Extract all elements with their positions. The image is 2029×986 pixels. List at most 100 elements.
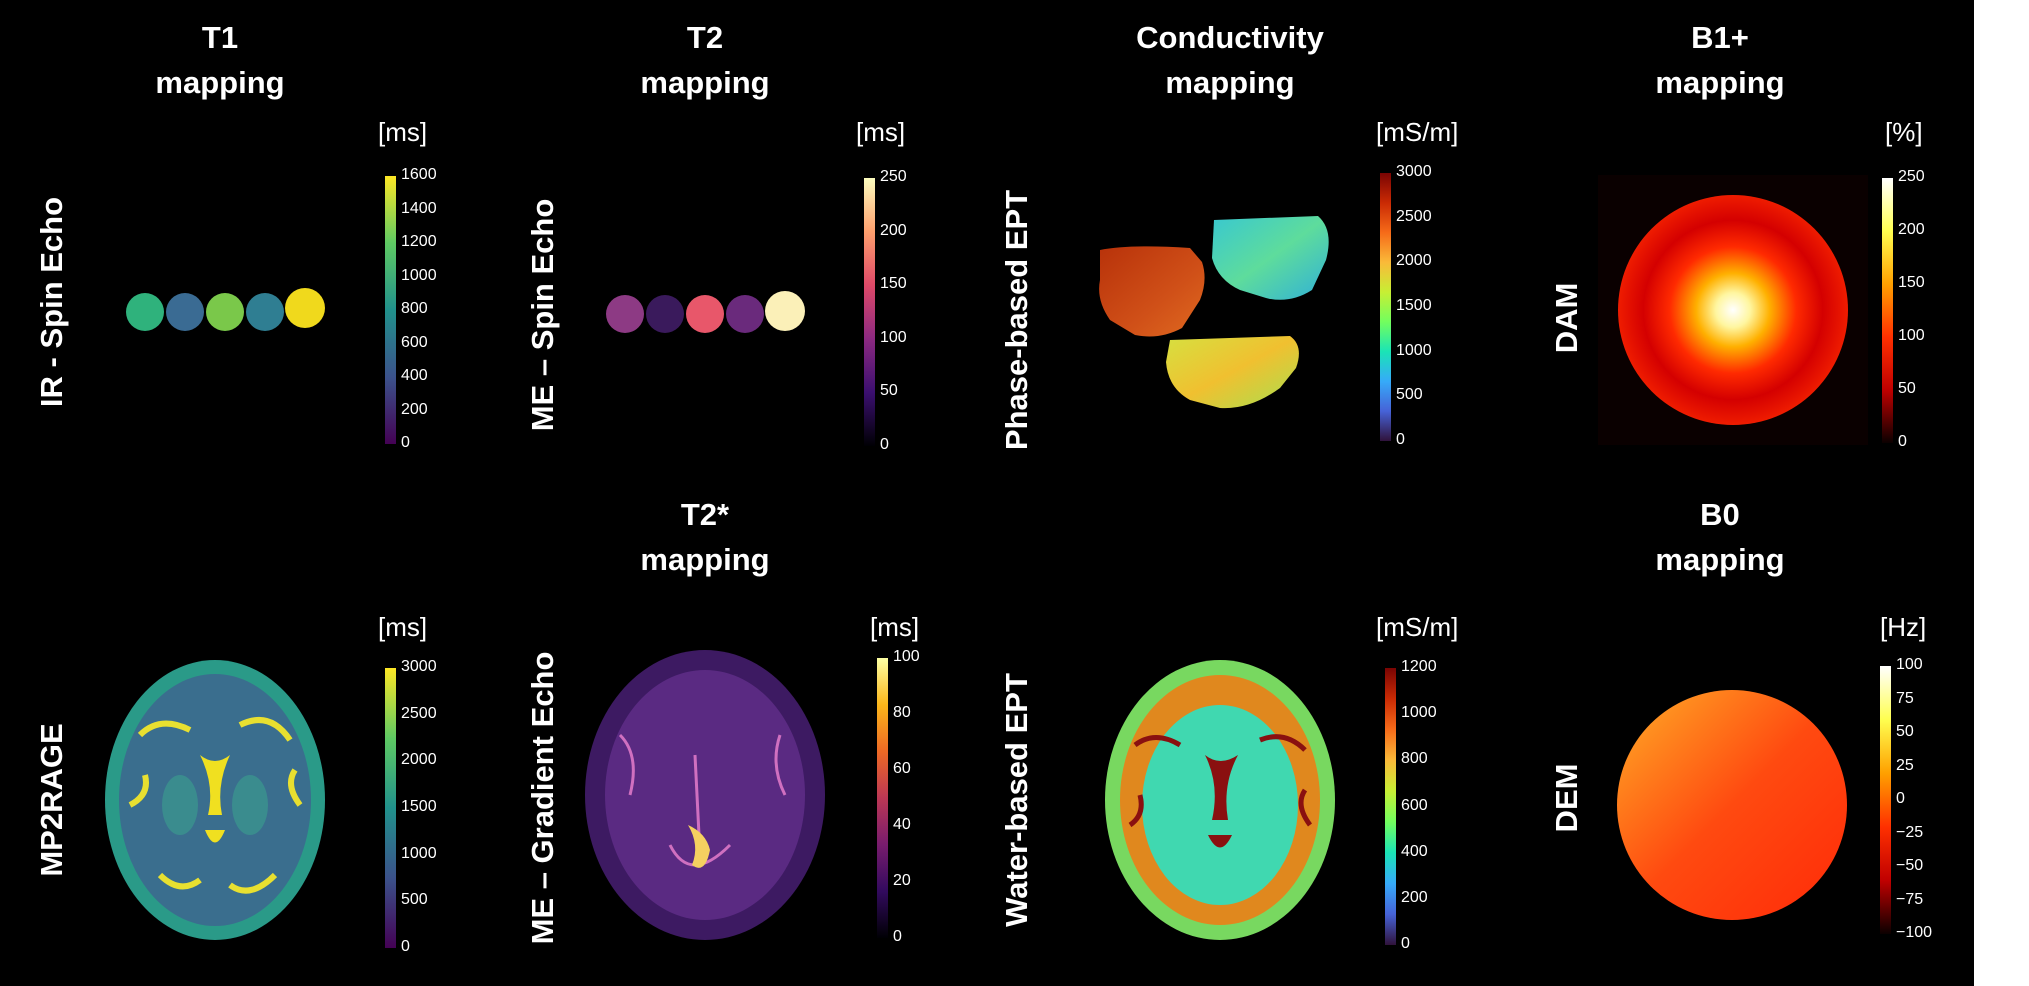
unit-t1-ir: [ms] xyxy=(378,117,428,147)
tick-label: 75 xyxy=(1896,689,1914,707)
title-t1-line2: mapping xyxy=(155,65,285,100)
t2-phantom-image xyxy=(606,291,805,333)
tick-label: 80 xyxy=(893,704,911,721)
tick-label: 200 xyxy=(1401,888,1428,906)
tick-label: 40 xyxy=(893,816,911,833)
mp2rage-ventricles xyxy=(200,755,230,843)
tick-label: 20 xyxy=(893,872,911,889)
label-dam: DAM xyxy=(1549,282,1584,354)
t2-phantom-tube-1 xyxy=(606,295,644,333)
title-b0-line2: mapping xyxy=(1655,542,1785,577)
title-t1-line1: T1 xyxy=(201,20,239,55)
tick-label: −25 xyxy=(1896,823,1924,841)
label-ir-spin-echo: IR - Spin Echo xyxy=(34,196,69,408)
tick-label: 500 xyxy=(401,891,428,909)
tick-label: 200 xyxy=(401,400,428,418)
colorbar-b0-dem xyxy=(1880,666,1891,934)
t1-phantom-tube-1 xyxy=(126,293,164,331)
tick-label: 0 xyxy=(1401,935,1410,952)
title-t1: T1 mapping xyxy=(120,15,320,105)
tick-label: 500 xyxy=(1396,386,1423,404)
colorbar-t1-mp2rage xyxy=(385,668,396,948)
tick-label: 1200 xyxy=(401,233,437,250)
mp2rage-brain-image xyxy=(105,660,325,940)
label-mp2rage: MP2RAGE xyxy=(34,723,69,877)
tick-label: 400 xyxy=(401,367,428,384)
tick-label: 3000 xyxy=(1396,163,1432,180)
title-b0: B0 mapping xyxy=(1620,492,1820,582)
tick-label: 2500 xyxy=(401,704,437,722)
t1-phantom-tube-5 xyxy=(285,288,325,328)
colorbar-t2star-meg xyxy=(877,658,888,938)
tick-label: 0 xyxy=(1898,433,1907,450)
tick-label: 1400 xyxy=(401,199,437,217)
t2-phantom-tube-2 xyxy=(646,295,684,333)
t2star-brain-inner xyxy=(605,670,805,920)
tick-label: 1500 xyxy=(1396,297,1432,314)
colorbar-b1-dam xyxy=(1882,178,1893,443)
t2star-bright-spot xyxy=(688,825,710,868)
tick-label: 0 xyxy=(1396,431,1405,448)
tick-label: 2000 xyxy=(1396,252,1432,270)
unit-t2-me: [ms] xyxy=(856,117,906,147)
dem-b0-image xyxy=(1617,690,1847,920)
tick-label: 1600 xyxy=(401,166,437,183)
t2star-brain-image xyxy=(585,650,825,940)
tick-label: 200 xyxy=(1898,221,1925,238)
unit-cond-water: [mS/m] xyxy=(1376,612,1459,642)
tick-label: 50 xyxy=(1896,723,1914,740)
tick-label: 2500 xyxy=(1396,207,1432,225)
title-conductivity: Conductivity mapping xyxy=(1090,15,1370,105)
title-conductivity-line2: mapping xyxy=(1165,65,1295,100)
tick-label: 0 xyxy=(880,436,889,453)
dam-b1-disk xyxy=(1618,195,1848,425)
phase-ept-image xyxy=(1099,216,1329,409)
tick-label: 100 xyxy=(893,648,920,665)
tick-label: 3000 xyxy=(401,658,437,675)
tick-label: 100 xyxy=(1896,656,1923,673)
colorbar-t1-ir xyxy=(385,176,396,444)
tick-label: 0 xyxy=(893,928,902,945)
tick-label: 1500 xyxy=(401,798,437,815)
tick-label: 25 xyxy=(1896,756,1914,774)
label-me-gradient-echo: ME – Gradient Echo xyxy=(525,651,560,945)
colorbar-cond-phase xyxy=(1380,173,1391,441)
tick-label: 150 xyxy=(880,275,907,293)
unit-cond-phase: [mS/m] xyxy=(1376,117,1459,147)
tick-label: −100 xyxy=(1896,924,1933,941)
tick-label: 50 xyxy=(880,382,898,400)
tick-label: 600 xyxy=(401,333,428,351)
tick-label: 1000 xyxy=(401,266,437,284)
tick-label: −75 xyxy=(1896,890,1924,908)
mp2rage-deep-grey xyxy=(162,775,198,835)
title-b1-line2: mapping xyxy=(1655,65,1785,100)
label-water-based-ept: Water-based EPT xyxy=(999,673,1034,927)
t1-phantom-tube-2 xyxy=(166,293,204,331)
tick-label: 0 xyxy=(1896,790,1905,807)
tick-label: 100 xyxy=(880,328,907,346)
water-ept-brain-image xyxy=(1105,660,1335,940)
unit-b0-dem: [Hz] xyxy=(1880,612,1927,642)
tick-label: 60 xyxy=(893,760,911,777)
title-t2star-line1: T2* xyxy=(680,497,730,532)
tick-label: 1000 xyxy=(1396,341,1432,359)
tick-label: 200 xyxy=(880,221,907,239)
colorbar-cond-water xyxy=(1385,668,1396,945)
phase-ept-compartment-bottom xyxy=(1166,336,1299,409)
tick-label: 1200 xyxy=(1401,658,1437,675)
t2-phantom-tube-3 xyxy=(686,295,724,333)
tick-label: 0 xyxy=(401,938,410,955)
unit-b1-dam: [%] xyxy=(1885,117,1923,147)
title-t2-line1: T2 xyxy=(686,20,724,55)
tick-label: 250 xyxy=(880,168,907,185)
label-dem: DEM xyxy=(1549,763,1584,833)
title-t2star-line2: mapping xyxy=(640,542,770,577)
tick-label: 800 xyxy=(1401,750,1428,768)
tick-label: 50 xyxy=(1898,380,1916,397)
mp2rage-brain-gyri xyxy=(128,717,303,894)
t2-phantom-tube-4 xyxy=(726,295,764,333)
tick-label: 1000 xyxy=(1401,704,1437,722)
tick-label: −50 xyxy=(1896,857,1924,874)
t1-phantom-image xyxy=(126,288,325,331)
